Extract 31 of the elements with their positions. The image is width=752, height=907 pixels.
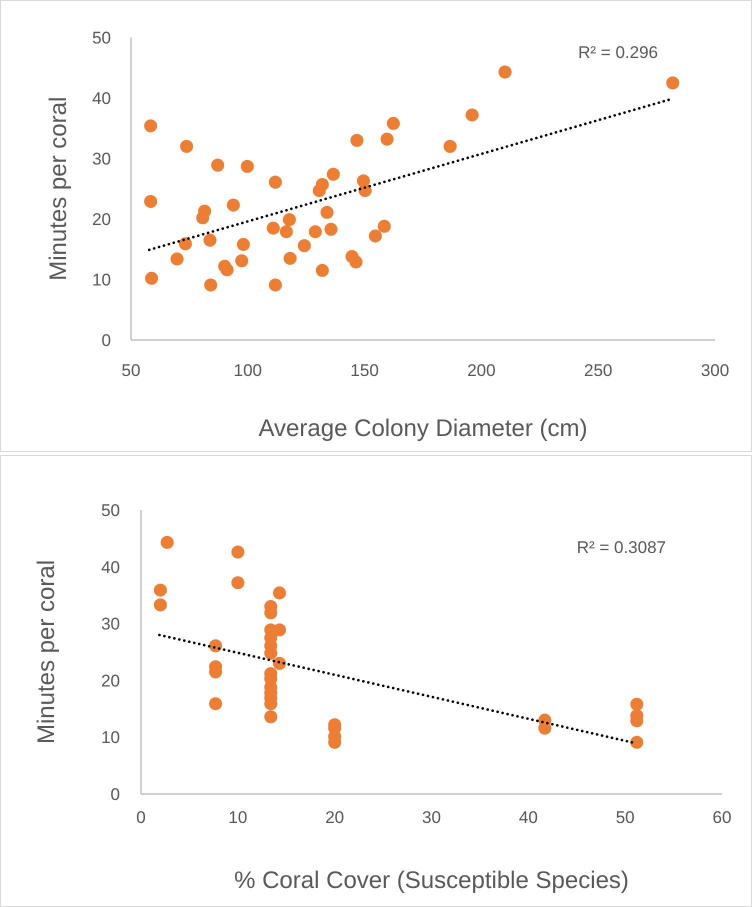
x-tick-label: 30 <box>422 808 441 827</box>
x-tick-label: 300 <box>700 361 730 380</box>
x-tick-label: 10 <box>228 808 248 827</box>
x-tick-label: 200 <box>467 361 496 380</box>
x-axis-title: % Coral Cover (Susceptible Species) <box>234 867 629 894</box>
annotation: R² = 0.296 <box>578 43 658 62</box>
x-axis-title: Average Colony Diameter (cm) <box>258 415 588 442</box>
y-tick-label: 50 <box>101 500 120 520</box>
y-tick-label: 50 <box>92 28 111 48</box>
x-tick-label: 50 <box>122 361 140 380</box>
x-tick-label: 40 <box>518 808 538 827</box>
y-tick-label: 20 <box>92 210 111 229</box>
x-tick-label: 250 <box>584 361 612 380</box>
y-tick-label: 40 <box>92 88 111 108</box>
y-tick-label: 40 <box>101 558 120 577</box>
y-tick-label: 20 <box>101 671 120 690</box>
y-tick-label: 10 <box>92 270 111 290</box>
x-tick-label: 0 <box>136 808 146 827</box>
annotation: R² = 0.3087 <box>576 538 666 557</box>
y-tick-label: 0 <box>110 784 120 804</box>
y-tick-label: 10 <box>101 728 120 748</box>
y-tick-label: 30 <box>101 614 120 634</box>
x-tick-label: 50 <box>616 808 635 827</box>
x-tick-label: 150 <box>350 361 379 380</box>
x-tick-label: 60 <box>712 808 732 827</box>
x-tick-label: 100 <box>234 361 262 380</box>
y-tick-label: 30 <box>92 149 111 168</box>
y-axis-title: Minutes per coral <box>45 96 72 281</box>
x-tick-label: 20 <box>325 808 344 827</box>
y-tick-label: 0 <box>102 330 111 350</box>
y-axis-title: Minutes per coral <box>33 560 60 744</box>
